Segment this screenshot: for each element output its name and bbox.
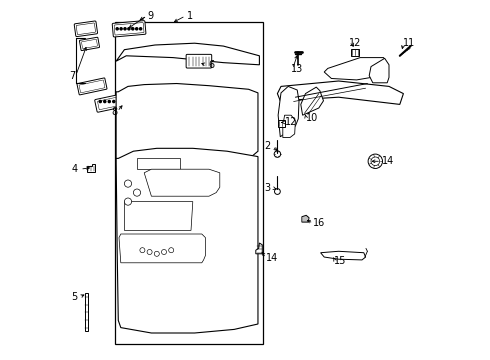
Circle shape [135,100,137,103]
Circle shape [128,28,130,30]
Circle shape [122,100,124,103]
Text: 16: 16 [313,218,325,228]
Circle shape [274,151,281,157]
FancyBboxPatch shape [112,21,146,37]
Text: 10: 10 [306,113,318,123]
Circle shape [140,28,142,30]
Polygon shape [87,164,95,172]
Circle shape [371,157,380,166]
Text: 5: 5 [72,292,78,302]
Circle shape [120,28,122,30]
Polygon shape [256,243,262,254]
FancyBboxPatch shape [77,78,107,95]
Circle shape [162,249,167,255]
Text: 13: 13 [291,64,303,74]
Circle shape [113,100,115,103]
Polygon shape [278,120,285,127]
Circle shape [124,198,132,205]
Polygon shape [277,81,403,104]
FancyBboxPatch shape [186,54,212,68]
Circle shape [99,100,101,103]
Circle shape [116,28,118,30]
Text: 14: 14 [266,253,278,263]
Polygon shape [278,86,299,137]
Text: 1: 1 [187,11,193,21]
Circle shape [140,248,145,253]
Polygon shape [302,215,309,222]
Text: 15: 15 [334,256,346,266]
Text: 7: 7 [70,71,76,81]
Text: 8: 8 [112,107,118,117]
Text: 3: 3 [264,183,270,193]
Circle shape [147,249,152,255]
Circle shape [126,100,128,103]
Text: 6: 6 [208,60,215,70]
Circle shape [136,28,138,30]
Circle shape [124,28,126,30]
Circle shape [131,100,133,103]
Circle shape [133,189,141,196]
Circle shape [108,100,110,103]
Polygon shape [124,202,193,230]
Circle shape [132,28,134,30]
FancyBboxPatch shape [79,37,99,50]
Circle shape [124,180,132,187]
Polygon shape [116,148,258,333]
Polygon shape [137,158,180,169]
Text: 2: 2 [264,141,270,151]
Text: 12: 12 [285,117,298,127]
Text: 9: 9 [148,11,154,21]
Polygon shape [320,251,366,260]
Text: 14: 14 [382,156,394,166]
Text: 11: 11 [403,38,416,48]
Circle shape [368,154,383,168]
Circle shape [169,248,174,253]
Polygon shape [324,58,387,80]
Circle shape [274,189,280,194]
Polygon shape [301,87,323,115]
Circle shape [154,251,159,256]
Polygon shape [119,234,205,263]
Circle shape [104,100,106,103]
Circle shape [117,100,120,103]
Text: 12: 12 [349,38,362,48]
Polygon shape [351,49,360,56]
FancyBboxPatch shape [74,21,98,37]
Polygon shape [144,169,220,196]
Polygon shape [283,115,295,138]
Polygon shape [116,84,258,171]
Polygon shape [369,58,389,83]
Polygon shape [116,43,259,65]
Polygon shape [85,293,88,331]
FancyBboxPatch shape [95,91,140,112]
Text: 4: 4 [72,164,77,174]
